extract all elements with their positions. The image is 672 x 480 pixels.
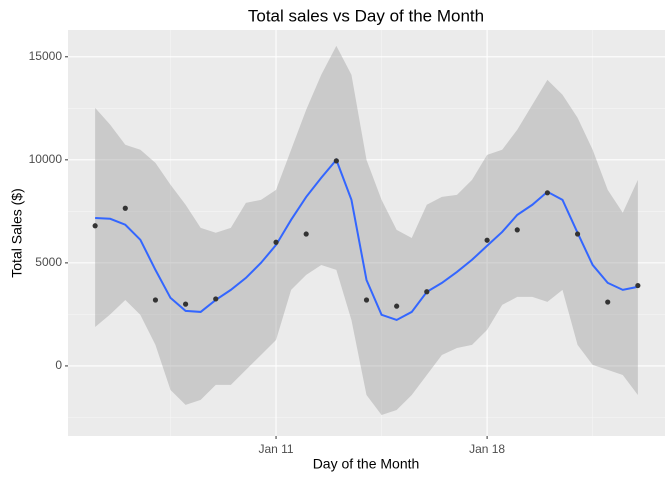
point [333, 158, 339, 164]
x-tick-label: Jan 11 [258, 442, 293, 456]
y-tick-label: 15000 [29, 49, 63, 63]
point [182, 301, 189, 307]
point [122, 205, 128, 211]
x-tick-label: Jan 18 [469, 442, 505, 456]
point [363, 297, 370, 303]
panel [68, 30, 665, 436]
y-tick-label: 0 [55, 358, 62, 372]
chart-title: Total sales vs Day of the Month [248, 6, 484, 25]
x-axis-title: Day of the Month [313, 456, 420, 472]
y-axis-title: Total Sales ($) [9, 188, 25, 277]
point [273, 239, 279, 245]
point [484, 237, 490, 243]
point [152, 297, 159, 303]
y-tick-label: 5000 [35, 255, 62, 269]
point [424, 289, 430, 295]
point [605, 299, 611, 305]
point [574, 231, 581, 237]
confidence-band [95, 45, 638, 415]
point [213, 296, 219, 302]
point [92, 223, 98, 229]
point [303, 231, 309, 237]
point [635, 282, 641, 289]
point [394, 303, 400, 309]
point [544, 190, 551, 196]
y-tick-label: 10000 [29, 152, 63, 166]
point [514, 227, 520, 233]
